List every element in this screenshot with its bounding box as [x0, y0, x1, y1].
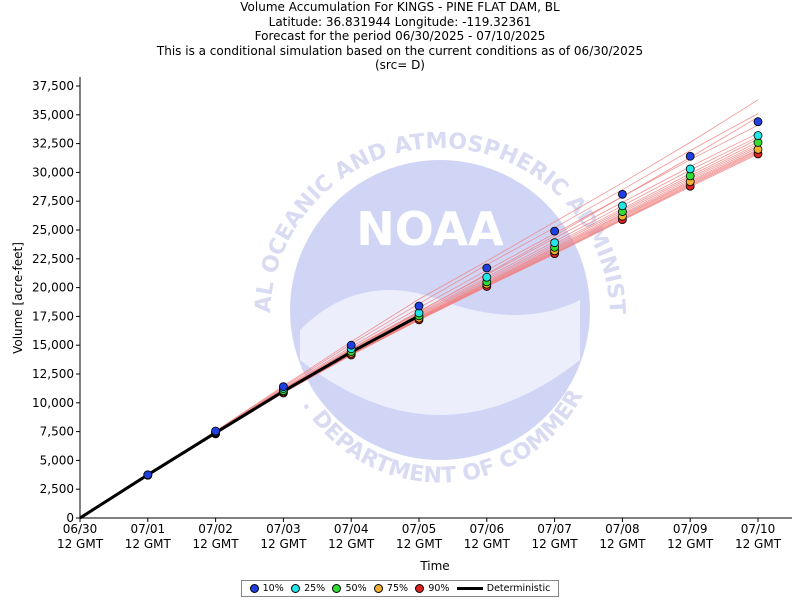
y-tick-label: 30,000 — [32, 165, 74, 179]
y-tick-label: 5,000 — [40, 453, 74, 467]
chart-axes — [79, 77, 792, 519]
data-point-10 — [753, 117, 763, 127]
x-tick-label-time: 12 GMT — [735, 537, 782, 551]
x-tick-label-time: 12 GMT — [260, 537, 307, 551]
legend-label-75: 75% — [386, 583, 409, 594]
x-tick-label-date: 07/03 — [266, 522, 301, 536]
chart-subtitle-condition: This is a conditional simulation based o… — [156, 43, 644, 58]
y-tick-label: 25,000 — [32, 223, 74, 237]
legend-dot-10 — [249, 584, 259, 593]
x-tick-label-time: 12 GMT — [464, 537, 511, 551]
y-tick-label: 22,500 — [32, 252, 74, 266]
x-axis-label: Time — [419, 559, 449, 573]
x-tick-label-date: 07/10 — [741, 522, 776, 536]
y-tick-label: 17,500 — [32, 309, 74, 323]
x-tick-label-date: 07/09 — [673, 522, 708, 536]
x-tick-label-time: 12 GMT — [57, 537, 104, 551]
y-tick-label: 27,500 — [32, 194, 74, 208]
x-tick-label-date: 07/07 — [537, 522, 572, 536]
x-tick-label-time: 12 GMT — [599, 537, 646, 551]
y-tick-label: 37,500 — [32, 79, 74, 93]
x-tick-label-time: 12 GMT — [667, 537, 714, 551]
legend-label-25: 25% — [304, 583, 326, 594]
exceedance-points — [143, 117, 763, 480]
chart-subtitle-period: Forecast for the period 06/30/2025 - 07/… — [254, 29, 546, 44]
data-point-25 — [482, 272, 492, 282]
y-tick-label: 0 — [66, 511, 74, 525]
legend-label-deterministic: Deterministic — [486, 583, 551, 594]
chart-legend: 10% 25% 50% 75% 90% Deterministic — [241, 580, 559, 597]
y-tick-label: 32,500 — [32, 137, 74, 151]
chart-title-block: Volume Accumulation For KINGS - PINE FLA… — [0, 0, 800, 73]
legend-item-deterministic: Deterministic — [456, 583, 551, 594]
data-point-10 — [346, 340, 356, 350]
legend-dot-90 — [415, 584, 425, 593]
y-tick-label: 2,500 — [40, 482, 74, 496]
data-point-25 — [753, 131, 763, 140]
noaa-logo-text: NOAA — [356, 202, 504, 256]
x-tick-label-date: 07/06 — [470, 522, 505, 536]
y-tick-label: 15,000 — [32, 338, 74, 352]
legend-item-50: 50% — [332, 583, 367, 594]
legend-item-75: 75% — [373, 583, 409, 594]
noaa-logo-wave — [300, 290, 580, 415]
y-tick-label: 10,000 — [32, 396, 74, 410]
y-tick-label: 12,500 — [32, 367, 74, 381]
legend-item-25: 25% — [291, 583, 325, 594]
data-point-10 — [278, 382, 288, 392]
data-point-25 — [550, 238, 559, 248]
chart-subtitle-location: Latitude: 36.831944 Longitude: -119.3236… — [268, 14, 532, 29]
volume-chart: NOAA NATIONAL OCEANIC AND ATMOSPHERIC AD… — [0, 0, 792, 573]
x-tick-label-time: 12 GMT — [193, 537, 240, 551]
chart-title: Volume Accumulation For KINGS - PINE FLA… — [240, 0, 560, 14]
chart-subtitle-source: (src= D) — [375, 58, 425, 73]
legend-label-90: 90% — [428, 583, 450, 594]
legend-dot-75 — [373, 584, 383, 593]
x-tick-label-date: 07/02 — [198, 522, 233, 536]
x-tick-label-time: 12 GMT — [396, 537, 443, 551]
x-tick-label-date: 07/08 — [605, 522, 640, 536]
x-tick-label-date: 07/05 — [402, 522, 437, 536]
y-tick-label: 20,000 — [32, 281, 74, 295]
data-point-10 — [414, 301, 424, 311]
data-point-10 — [550, 226, 559, 236]
legend-label-50: 50% — [345, 583, 367, 594]
data-point-25 — [618, 201, 627, 211]
y-axis-label: Volume [acre-feet] — [11, 242, 25, 354]
y-tick-label: 35,000 — [32, 108, 74, 122]
legend-dot-25 — [291, 584, 301, 593]
data-point-10 — [685, 151, 695, 161]
legend-dot-50 — [332, 584, 342, 593]
y-tick-label: 7,500 — [40, 425, 74, 439]
y-axis-ticks: 0 2,500 5,000 7,500 10,000 12,500 15,000 17,500… — [32, 79, 80, 525]
x-tick-label-date: 07/01 — [131, 522, 166, 536]
data-point-10 — [143, 470, 153, 480]
x-tick-label-time: 12 GMT — [532, 537, 579, 551]
deterministic-trace-line — [79, 314, 420, 520]
data-point-25 — [685, 164, 695, 174]
legend-item-90: 90% — [415, 583, 449, 594]
x-tick-label-time: 12 GMT — [125, 537, 172, 551]
data-point-10 — [211, 426, 221, 436]
legend-line-deterministic — [456, 587, 483, 590]
legend-item-10: 10% — [249, 583, 284, 594]
x-tick-label-date: 07/04 — [334, 522, 369, 536]
data-point-10 — [618, 189, 627, 199]
x-tick-label-time: 12 GMT — [328, 537, 375, 551]
data-point-10 — [482, 263, 492, 273]
legend-label-10: 10% — [262, 583, 284, 594]
x-tick-label-date: 06/30 — [63, 522, 98, 536]
deterministic-line — [79, 314, 420, 520]
